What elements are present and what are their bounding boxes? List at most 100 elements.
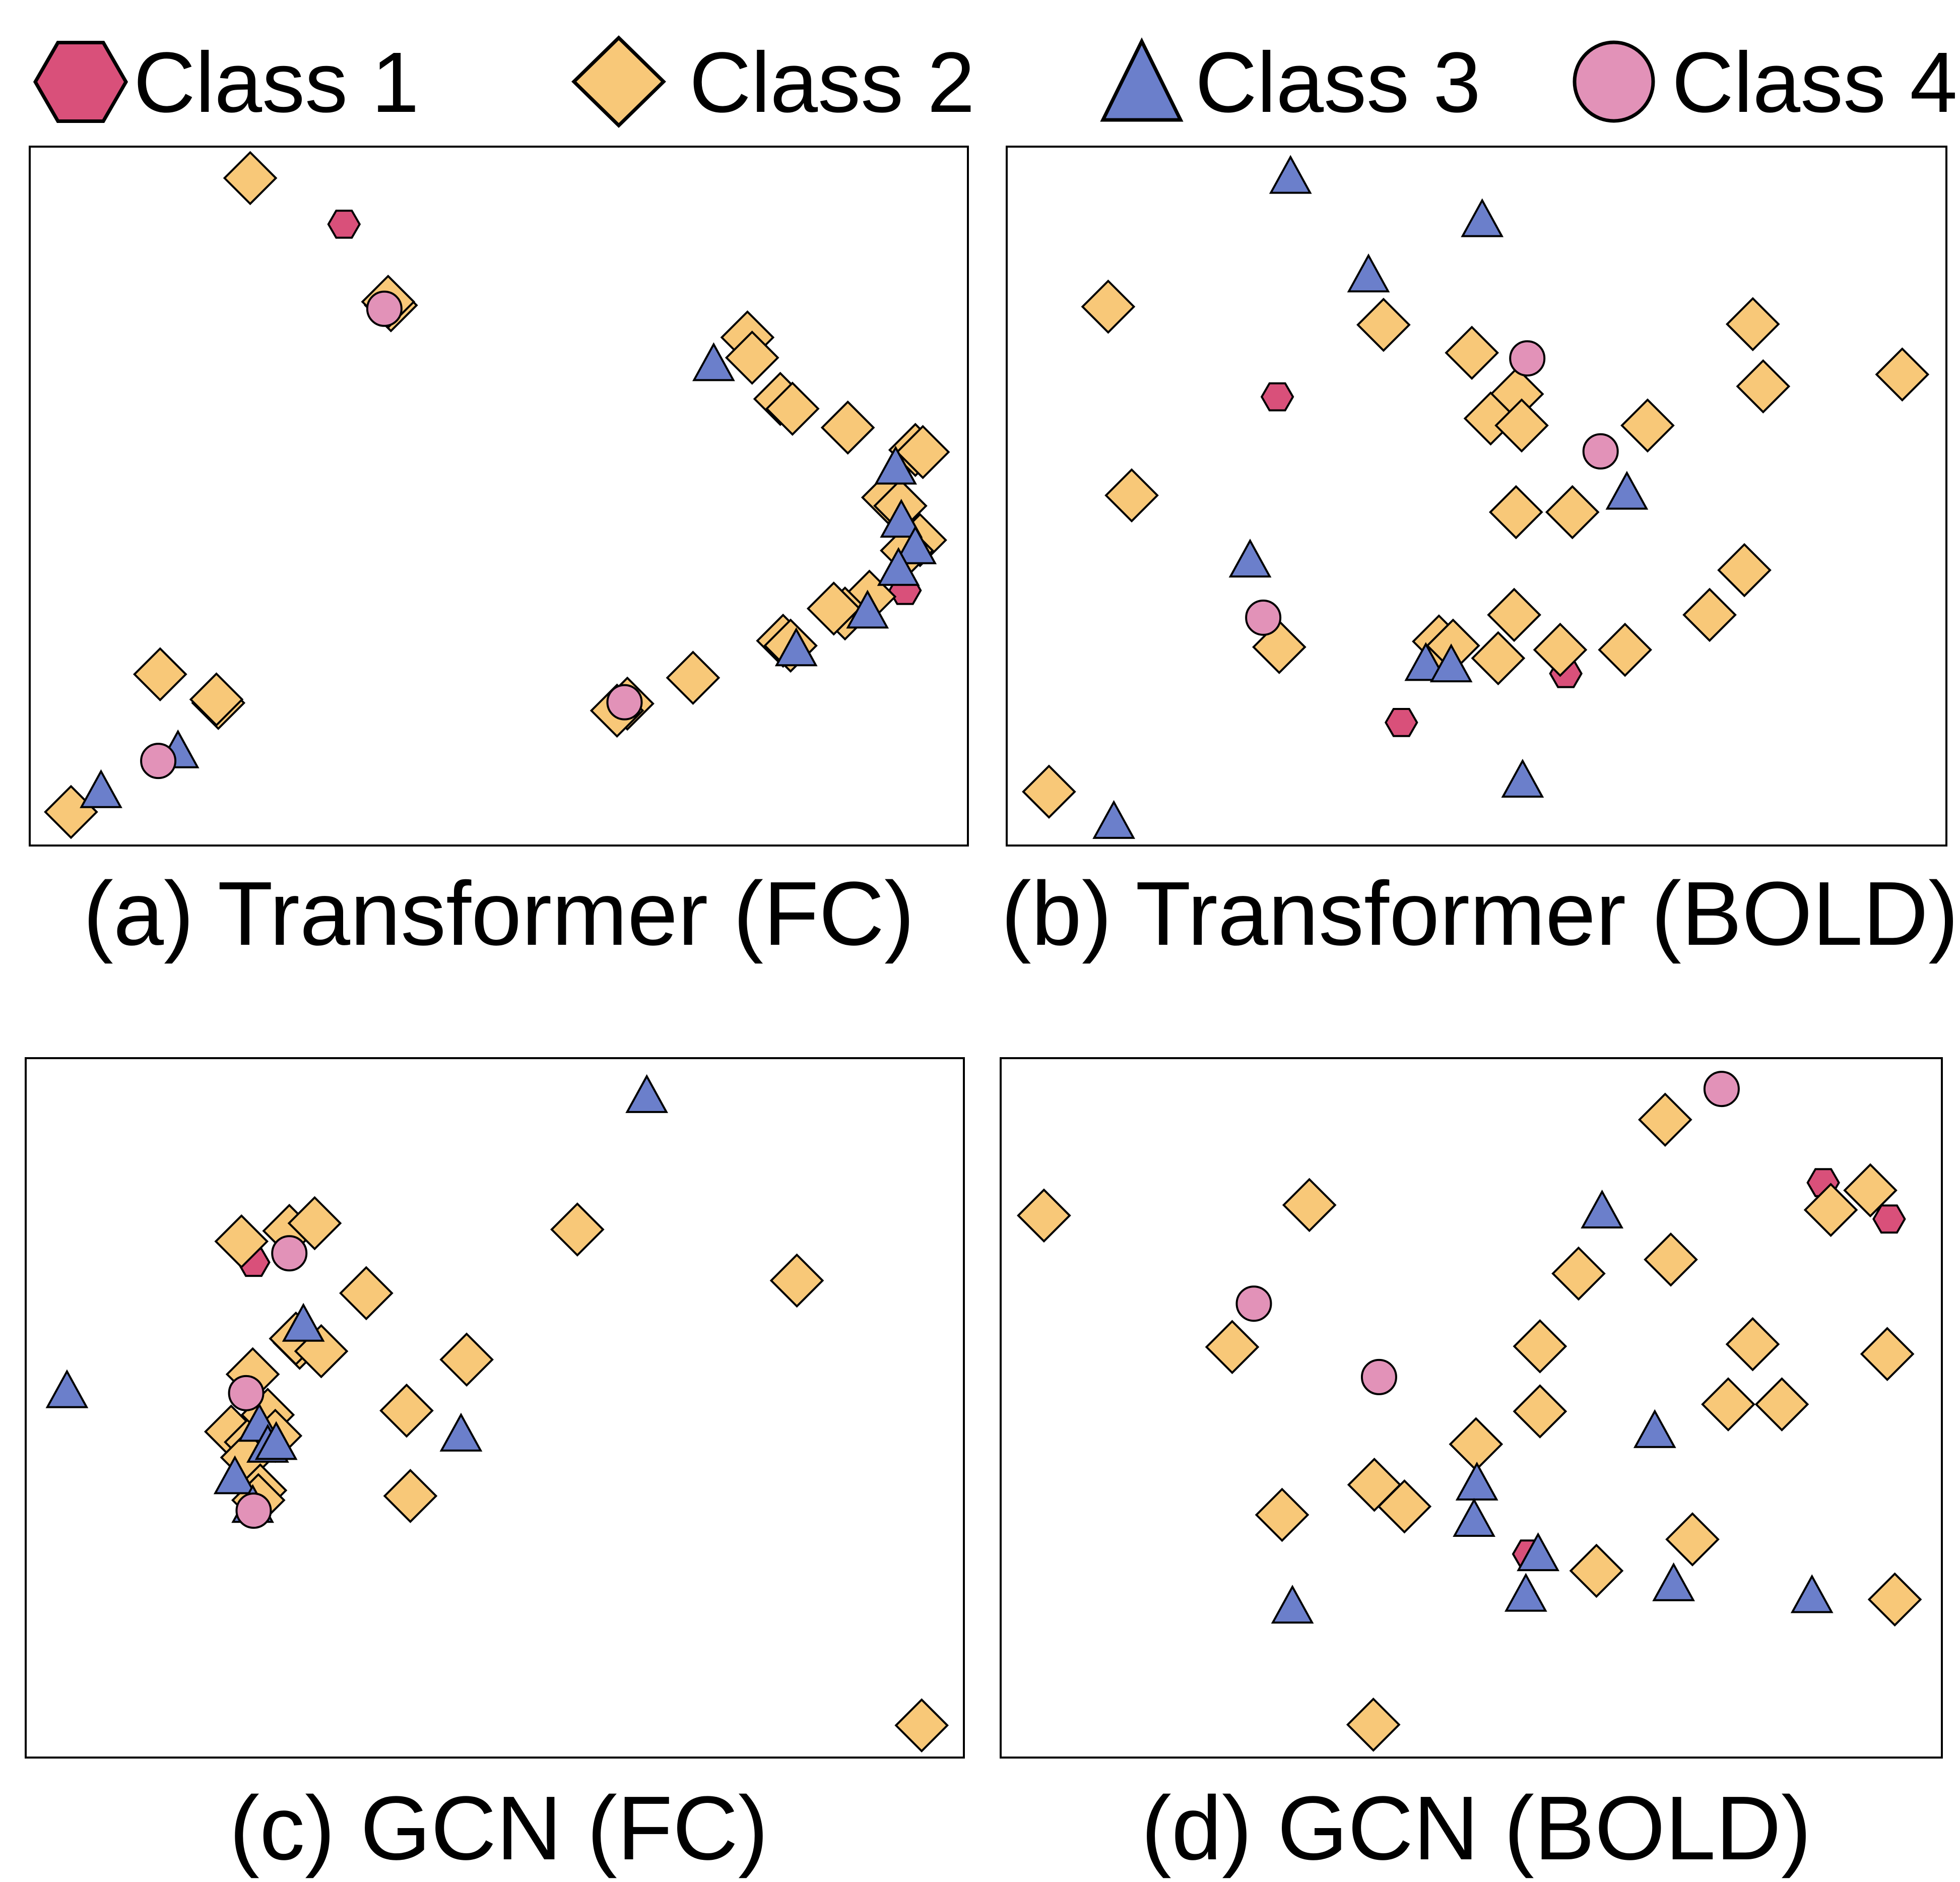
point-d-class-3 [1453, 1498, 1495, 1537]
point-c-class-2 [894, 1698, 949, 1753]
panel-b: (b) Transformer (BOLD) [1001, 146, 1958, 964]
point-c-class-2 [339, 1266, 394, 1321]
point-b-class-2 [1022, 764, 1076, 819]
point-c-class-2 [550, 1202, 605, 1257]
point-c-class-2 [769, 1253, 824, 1308]
point-b-class-3 [1404, 642, 1448, 681]
point-d-class-2 [1754, 1377, 1809, 1432]
point-a-class-3 [894, 525, 937, 564]
point-d-class-3 [1652, 1562, 1695, 1601]
point-a-class-2 [806, 581, 861, 636]
point-c-class-3 [254, 1421, 298, 1460]
point-d-class-2 [1644, 1232, 1698, 1287]
point-b-class-3 [1347, 253, 1390, 293]
point-d-class-2 [1377, 1479, 1432, 1534]
point-a-class-4 [140, 743, 177, 780]
point-d-class-2 [1513, 1319, 1567, 1374]
legend-item-class-4: Class 4 [1573, 35, 1957, 131]
point-d-class-3 [1790, 1574, 1834, 1613]
point-a-class-2 [895, 425, 950, 479]
point-a-class-2 [666, 651, 721, 705]
scatter-points-b [1022, 155, 1930, 839]
point-c-class-2 [439, 1332, 494, 1387]
point-b-class-2 [1487, 588, 1541, 642]
plot-frame-b [1006, 146, 1947, 847]
point-a-class-3 [874, 445, 918, 485]
point-d-class-2 [1569, 1543, 1624, 1598]
point-b-class-2 [1356, 297, 1411, 352]
point-d-class-3 [1271, 1585, 1314, 1624]
point-d-class-2 [1843, 1163, 1898, 1218]
caption-d: (d) GCN (BOLD) [1141, 1778, 1811, 1879]
point-b-class-2 [1598, 622, 1652, 677]
point-b-class-3 [1092, 800, 1135, 839]
point-d-class-2 [1860, 1327, 1915, 1381]
point-d-class-2 [1205, 1320, 1260, 1375]
point-a-class-3 [774, 627, 818, 667]
point-d-class-2 [1701, 1377, 1755, 1432]
legend-label-class-1: Class 1 [134, 35, 419, 131]
point-b-class-3 [1228, 538, 1272, 578]
legend-item-class-2: Class 2 [571, 35, 975, 131]
point-b-class-4 [1245, 599, 1282, 636]
point-a-class-1 [327, 210, 361, 239]
point-b-class-2 [1875, 347, 1930, 402]
scatter-points-c [45, 1074, 949, 1753]
point-b-class-3 [1429, 643, 1473, 683]
point-d-class-3 [1504, 1573, 1547, 1612]
legend: Class 1 Class 2 Class 3 Class 4 [33, 35, 1957, 131]
point-d-class-2 [1867, 1572, 1922, 1627]
scatter-points-a [44, 151, 950, 839]
point-d-class-3 [1517, 1532, 1560, 1572]
legend-circle-icon [1573, 40, 1655, 123]
scatter-points-d [1017, 1071, 1922, 1752]
point-a-class-3 [80, 769, 122, 808]
point-a-class-4 [606, 684, 643, 721]
point-a-class-2 [820, 400, 875, 455]
legend-item-class-1: Class 1 [33, 35, 419, 131]
panel-d: (d) GCN (BOLD) [1000, 1057, 1943, 1879]
point-d-class-2 [1638, 1092, 1692, 1147]
point-c-class-2 [379, 1383, 434, 1438]
point-b-class-2 [1489, 485, 1543, 540]
point-b-class-4 [1509, 340, 1546, 377]
point-b-class-2 [1545, 485, 1600, 540]
plot-frame-c [25, 1057, 965, 1759]
point-d-class-4 [1360, 1358, 1397, 1395]
point-a-class-4 [366, 290, 403, 327]
point-a-class-2 [189, 672, 244, 727]
point-b-class-1 [1260, 382, 1294, 412]
point-c-class-4 [228, 1375, 265, 1411]
point-b-class-1 [1384, 708, 1418, 737]
point-b-class-2 [1533, 622, 1588, 677]
point-d-class-3 [1581, 1189, 1624, 1228]
point-b-class-3 [1269, 155, 1312, 194]
point-b-class-2 [1494, 398, 1549, 453]
legend-triangle-icon [1100, 37, 1184, 122]
point-d-class-2 [1282, 1178, 1337, 1232]
point-a-class-2 [133, 647, 187, 702]
caption-c: (c) GCN (FC) [229, 1778, 768, 1879]
point-b-class-2 [1081, 279, 1136, 334]
point-a-class-3 [846, 590, 889, 629]
point-c-class-4 [235, 1492, 272, 1529]
point-c-class-2 [287, 1196, 342, 1251]
point-b-class-3 [1461, 198, 1504, 237]
panel-c: (c) GCN (FC) [25, 1057, 965, 1879]
point-b-class-3 [1501, 758, 1544, 798]
point-d-class-3 [1455, 1461, 1498, 1501]
point-b-class-2 [1104, 468, 1159, 523]
point-b-class-2 [1736, 359, 1791, 414]
point-c-class-3 [439, 1412, 483, 1452]
caption-a: (a) Transformer (FC) [83, 863, 914, 964]
point-d-class-2 [1803, 1183, 1858, 1238]
point-b-class-2 [1717, 543, 1772, 598]
point-b-class-2 [1445, 326, 1499, 380]
point-a-class-3 [877, 547, 920, 586]
point-b-class-2 [1620, 398, 1675, 453]
point-a-class-2 [725, 331, 779, 385]
point-a-class-3 [692, 342, 735, 381]
point-d-class-2 [1255, 1487, 1310, 1542]
point-a-class-2 [765, 381, 820, 436]
